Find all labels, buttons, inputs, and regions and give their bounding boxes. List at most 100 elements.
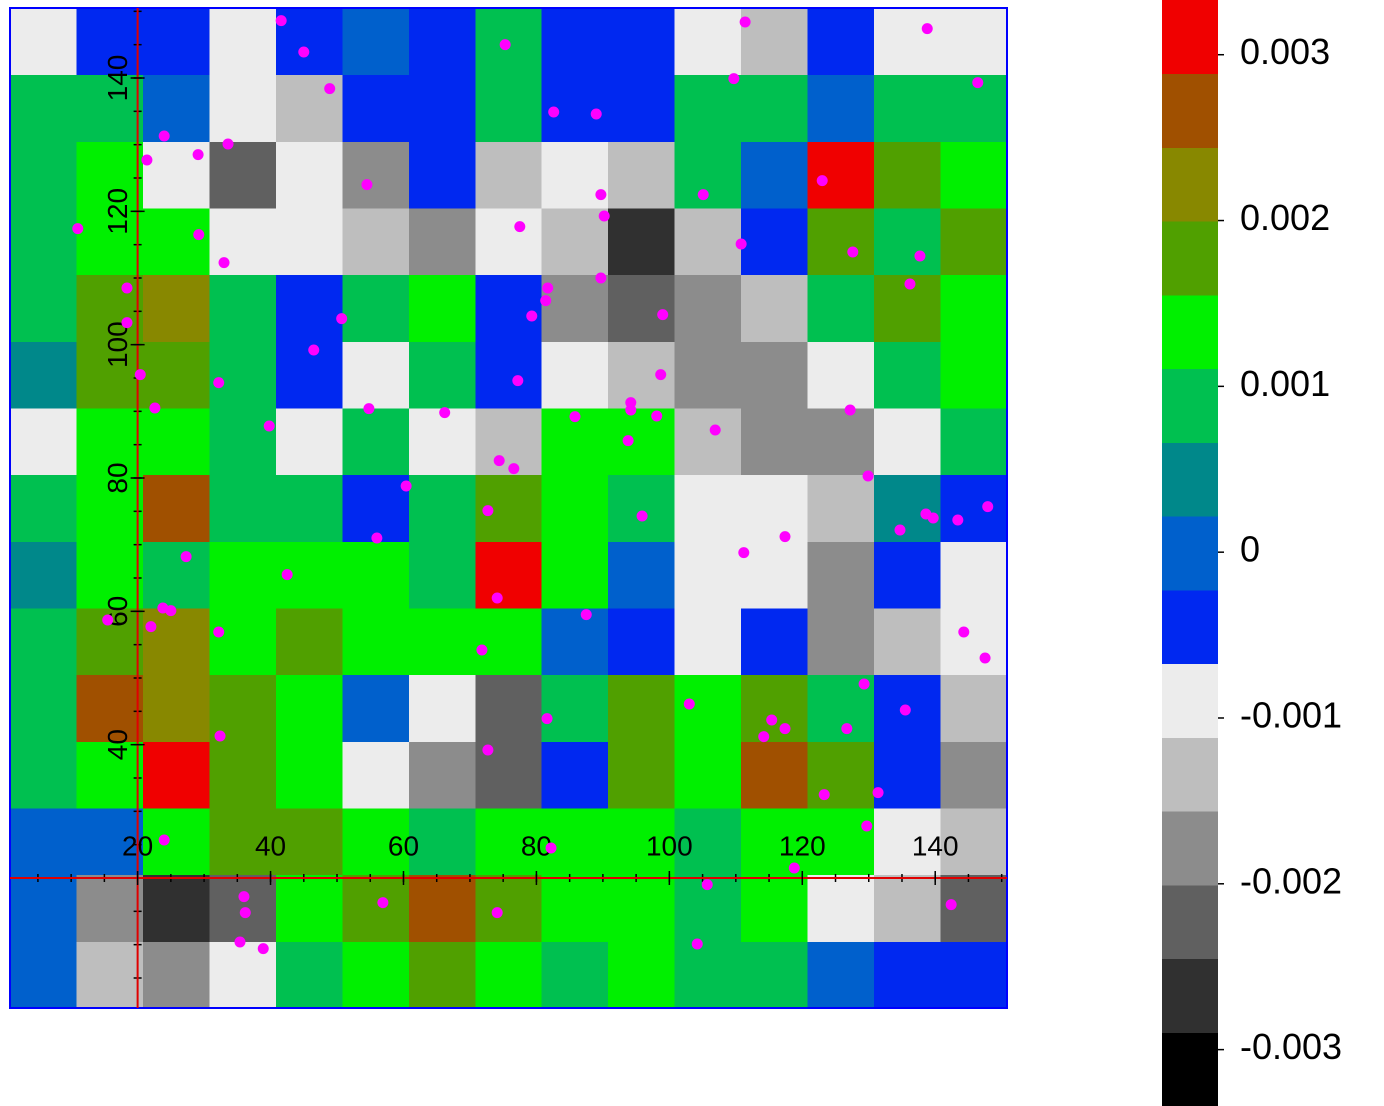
heat-cell (10, 274, 77, 342)
heat-cell (275, 808, 343, 876)
sample-point (738, 547, 750, 559)
heat-cell (807, 474, 875, 542)
heat-cell (741, 741, 809, 809)
heat-cell (408, 274, 476, 342)
heat-cell (608, 808, 676, 876)
sample-point (239, 907, 251, 919)
heat-cell (275, 274, 343, 342)
heat-cell (142, 74, 210, 142)
colorbar-band (1162, 73, 1218, 148)
heat-cell (10, 208, 77, 276)
y-tick-label: 140 (102, 55, 133, 102)
heat-cell (342, 208, 410, 276)
heat-cell (342, 741, 410, 809)
x-tick-label: 40 (255, 830, 286, 861)
sample-point (979, 652, 991, 664)
sample-point (482, 505, 494, 517)
sample-point (622, 435, 634, 447)
heat-cell (674, 541, 742, 609)
heat-cell (342, 808, 410, 876)
heat-cell (940, 274, 1008, 342)
heat-cell (674, 608, 742, 676)
sample-point (491, 907, 503, 919)
heat-cell (741, 541, 809, 609)
colorbar-band (1162, 516, 1218, 591)
heat-cell (408, 874, 476, 942)
heat-cell (342, 141, 410, 209)
sample-point (816, 175, 828, 187)
heat-cell (408, 341, 476, 409)
sample-point (336, 313, 348, 325)
sample-point (134, 369, 146, 381)
sample-point (493, 455, 505, 467)
heat-cell (541, 208, 609, 276)
sample-point (158, 834, 170, 846)
heat-cell (475, 674, 543, 742)
heat-cell (76, 474, 144, 542)
colorbar-band (1162, 294, 1218, 370)
heat-cell (674, 474, 742, 542)
heat-cell (142, 874, 210, 942)
x-tick-label: 120 (779, 830, 826, 861)
heat-cell (76, 408, 144, 476)
heat-cell (940, 141, 1008, 209)
heat-cell (608, 74, 676, 142)
sample-point (149, 402, 161, 414)
sample-point (739, 16, 751, 28)
sample-point (595, 189, 607, 201)
heat-cell (874, 74, 942, 142)
heat-cell (275, 874, 343, 942)
heat-cell (142, 208, 210, 276)
heat-cell (807, 941, 875, 1009)
heat-cell (874, 141, 942, 209)
heat-cell (541, 8, 609, 76)
sample-point (165, 605, 177, 617)
heat-cell (541, 808, 609, 876)
heat-cell (475, 74, 543, 142)
x-tick-label: 20 (122, 830, 153, 861)
heat-cell (807, 741, 875, 809)
heat-cell (10, 741, 77, 809)
heat-cell (674, 741, 742, 809)
heat-cell (408, 541, 476, 609)
heat-cell (674, 408, 742, 476)
heat-cell (940, 541, 1008, 609)
sample-point (526, 310, 538, 322)
colorbar-tick-label: -0.003 (1240, 1026, 1342, 1067)
heat-cell (275, 741, 343, 809)
heat-cell (408, 608, 476, 676)
heat-cell (475, 608, 543, 676)
heat-cell (541, 474, 609, 542)
heat-cell (10, 674, 77, 742)
heat-cell (807, 74, 875, 142)
sample-point (758, 731, 770, 743)
heat-cell (142, 541, 210, 609)
heat-cell (807, 208, 875, 276)
heat-cell (408, 674, 476, 742)
sample-point (222, 138, 234, 150)
heat-cell (342, 874, 410, 942)
colorbar-band (1162, 663, 1218, 738)
y-tick-label: 100 (102, 321, 133, 368)
heat-cell (10, 608, 77, 676)
sample-point (180, 551, 192, 563)
sample-point (728, 73, 740, 85)
sample-point (844, 404, 856, 416)
heat-cell (342, 274, 410, 342)
heat-cell (608, 408, 676, 476)
heat-cell (76, 941, 144, 1009)
sample-point (818, 789, 830, 801)
heat-cell (342, 408, 410, 476)
sample-point (508, 463, 520, 475)
heat-cell (608, 541, 676, 609)
colorbar-tick-label: 0.002 (1240, 197, 1330, 238)
heat-cell (408, 408, 476, 476)
heat-cell (674, 274, 742, 342)
heat-cell (275, 608, 343, 676)
colorbar-band (1162, 811, 1218, 886)
heat-cell (807, 141, 875, 209)
sample-point (192, 149, 204, 161)
heat-cell (10, 341, 77, 409)
sample-point (234, 936, 246, 948)
heat-cell (608, 941, 676, 1009)
